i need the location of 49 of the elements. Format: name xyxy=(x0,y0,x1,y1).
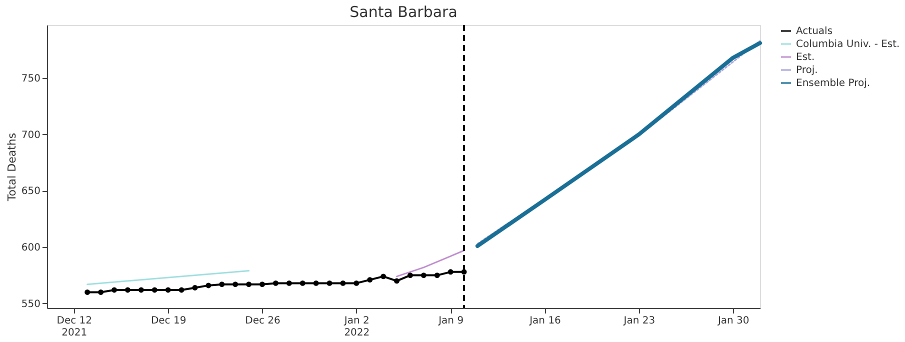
point xyxy=(340,280,346,286)
point xyxy=(98,289,104,295)
point xyxy=(206,282,212,288)
point xyxy=(326,280,332,286)
point xyxy=(192,284,198,290)
chart-title: Santa Barbara xyxy=(350,3,458,21)
point xyxy=(124,287,130,293)
point xyxy=(286,280,292,286)
point xyxy=(138,287,144,293)
point xyxy=(272,280,278,286)
x-tick-label: Jan 2 2022 xyxy=(343,316,370,338)
y-axis-title: Total Deaths xyxy=(5,132,18,202)
point xyxy=(394,278,400,284)
point xyxy=(152,287,158,293)
legend-label: Est. xyxy=(796,52,815,63)
line-series xyxy=(396,250,465,278)
x-tick-label: Dec 26 xyxy=(245,316,280,326)
legend-label: Actuals xyxy=(796,26,833,37)
x-tick-label: Dec 19 xyxy=(150,316,186,326)
x-tick-label: Jan 30 xyxy=(716,316,750,326)
y-tick-label: 550 xyxy=(21,298,40,310)
y-tick-label: 750 xyxy=(21,73,40,84)
legend-label: Columbia Univ. - Est. xyxy=(796,39,900,50)
x-tick-label: Jan 9 xyxy=(438,316,464,326)
x-tick-label: Jan 23 xyxy=(622,316,656,326)
point xyxy=(219,282,225,288)
y-tick-label: 650 xyxy=(21,186,40,198)
point xyxy=(434,272,440,278)
point xyxy=(367,277,373,283)
point xyxy=(313,280,319,286)
point xyxy=(407,272,413,278)
point xyxy=(84,289,90,295)
y-tick-label: 600 xyxy=(21,242,40,254)
point xyxy=(380,274,386,280)
y-tick-label: 700 xyxy=(21,130,40,141)
legend-label: Ensemble Proj. xyxy=(796,78,870,89)
point xyxy=(232,282,238,288)
x-tick-label: Jan 16 xyxy=(528,316,561,326)
point xyxy=(420,272,426,278)
point xyxy=(246,282,252,288)
point xyxy=(300,280,306,286)
legend-label: Proj. xyxy=(796,65,818,76)
point xyxy=(354,280,360,286)
x-tick-label: Dec 12 2021 xyxy=(56,316,92,338)
point xyxy=(260,282,265,288)
point xyxy=(178,287,184,293)
point xyxy=(112,287,118,293)
point xyxy=(448,269,454,275)
point xyxy=(165,287,171,293)
